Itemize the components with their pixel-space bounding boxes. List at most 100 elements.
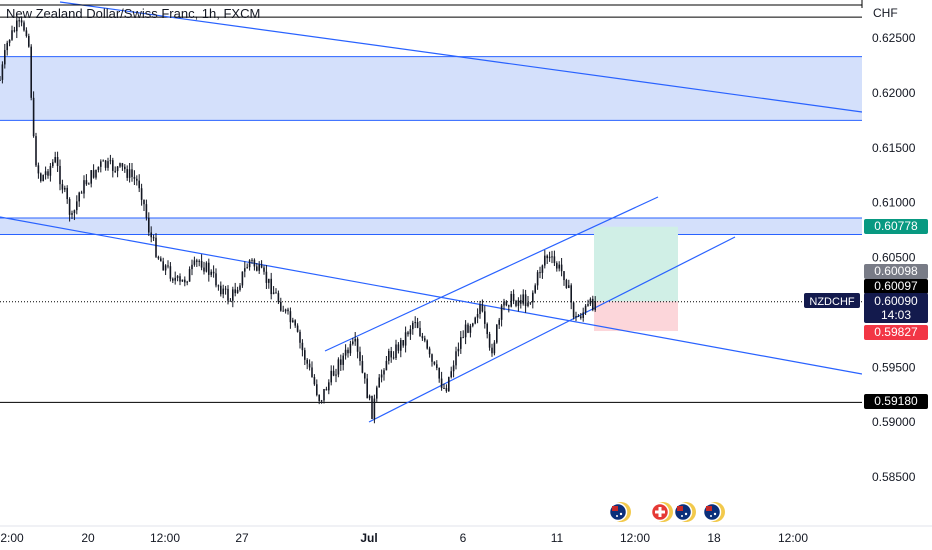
- long-position-tool[interactable]: [594, 226, 678, 332]
- candle-body: [287, 309, 289, 312]
- candle-body: [196, 260, 198, 262]
- candle-body: [407, 332, 409, 335]
- flag-star: [681, 515, 683, 517]
- candle-body: [44, 171, 47, 176]
- candle-body: [80, 192, 83, 194]
- candle-body: [560, 264, 563, 272]
- candle-body: [512, 293, 515, 302]
- trendline[interactable]: [368, 236, 736, 423]
- candle-body: [577, 316, 580, 318]
- candle-body: [186, 281, 188, 283]
- candle-body: [304, 350, 306, 360]
- flag-star: [713, 512, 717, 516]
- support-resistance-zones: [0, 56, 862, 235]
- candle-body: [364, 372, 366, 379]
- candle-body: [136, 178, 138, 181]
- candle-body: [517, 300, 520, 306]
- trendline[interactable]: [59, 1, 863, 113]
- candle-body: [246, 267, 248, 269]
- price-tick-label: 0.62500: [872, 31, 916, 45]
- switzerland-flag-icon[interactable]: [650, 502, 674, 522]
- candle-body: [460, 337, 462, 349]
- candle-body: [445, 388, 448, 392]
- candle-body: [440, 378, 443, 388]
- candle-body: [476, 314, 479, 318]
- candle-body: [395, 344, 397, 358]
- candle-body: [244, 268, 246, 272]
- candle-body: [282, 310, 284, 312]
- candle-body: [455, 351, 457, 366]
- candle-body: [316, 384, 318, 395]
- candle-body: [52, 162, 54, 167]
- candle-body: [68, 199, 71, 215]
- price-label-bg: [864, 264, 928, 279]
- candle-body: [385, 360, 388, 371]
- candle-body: [138, 180, 140, 189]
- candle-body: [556, 263, 558, 269]
- price-tick-label: 0.61500: [872, 141, 916, 155]
- time-axis[interactable]: 2:00 20 12:00 27 Jul 6 11 12:00 18 12:00: [0, 525, 932, 545]
- candle-body: [40, 173, 42, 182]
- profit-zone[interactable]: [594, 226, 678, 302]
- candle-body: [76, 201, 78, 211]
- candle-body: [37, 165, 40, 174]
- candle-body: [354, 338, 356, 342]
- flag-star: [619, 512, 623, 516]
- candle-body: [548, 256, 551, 259]
- candle-body: [404, 332, 407, 346]
- candle-body: [580, 316, 582, 318]
- candle-body: [484, 311, 486, 324]
- candle-body: [172, 278, 174, 281]
- candle-body: [412, 322, 414, 330]
- candle-body: [220, 285, 222, 295]
- candle-body: [227, 288, 229, 301]
- time-tick-label: Jul: [360, 531, 377, 545]
- candle-body: [239, 285, 241, 290]
- candle-body: [169, 266, 172, 279]
- candle-body: [236, 289, 239, 294]
- candle-body: [527, 302, 529, 307]
- candle-body: [524, 294, 527, 307]
- candle-body: [241, 271, 244, 286]
- candle-body: [450, 371, 452, 378]
- economic-events[interactable]: [608, 502, 726, 522]
- horizontal-levels: [0, 16, 862, 403]
- price-label-bg: [864, 394, 928, 409]
- trendline[interactable]: [324, 196, 659, 352]
- candle-body: [551, 256, 553, 258]
- candle-body: [589, 298, 592, 305]
- australia-flag-icon[interactable]: [608, 502, 632, 522]
- candle-body: [119, 163, 121, 167]
- candle-body: [217, 285, 220, 287]
- new-zealand-flag-icon[interactable]: [673, 502, 697, 522]
- candle-body: [508, 305, 510, 307]
- loss-zone[interactable]: [594, 301, 678, 332]
- price-label: 0.59827: [874, 325, 918, 339]
- candle-body: [263, 267, 265, 272]
- candle-body: [520, 300, 522, 304]
- candle-body: [107, 161, 109, 168]
- trendline[interactable]: [0, 216, 863, 375]
- flag-canton: [612, 506, 618, 511]
- candle-body: [198, 260, 200, 262]
- candle-body: [368, 395, 371, 399]
- candle-body: [126, 169, 128, 178]
- candle-body: [419, 327, 421, 337]
- candle-body: [421, 336, 424, 339]
- candle-body: [268, 278, 270, 283]
- zone-rect: [0, 217, 862, 235]
- flag-star: [616, 515, 618, 517]
- candle-body: [256, 266, 258, 271]
- candle-body: [342, 355, 344, 365]
- chart-title: New Zealand Dollar/Swiss Franc, 1h, FXCM: [6, 6, 261, 21]
- currency-label: CHF: [873, 6, 898, 20]
- flag-canton: [677, 506, 683, 511]
- candle-body: [224, 288, 227, 290]
- candle-body: [140, 188, 143, 200]
- candle-body: [301, 342, 304, 351]
- trendlines[interactable]: [0, 1, 863, 423]
- candle-body: [234, 289, 236, 294]
- candle-body: [167, 265, 169, 267]
- new-zealand-flag-icon[interactable]: [702, 502, 726, 522]
